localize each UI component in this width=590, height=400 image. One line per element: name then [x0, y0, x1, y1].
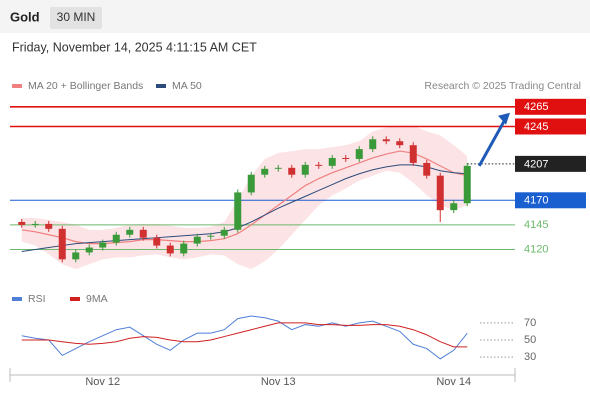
- legend-swatch: [70, 297, 80, 301]
- level-box: [515, 155, 586, 172]
- candle-body: [234, 192, 242, 230]
- level-label: 4170: [524, 195, 548, 207]
- candle-body: [126, 229, 134, 235]
- candle-body: [180, 243, 188, 254]
- y-tick-label: 50: [524, 334, 536, 346]
- level-box: [515, 192, 586, 209]
- rsi-line: [21, 322, 468, 348]
- candle-body: [450, 203, 458, 211]
- candle-body: [382, 139, 390, 142]
- candle-body: [58, 228, 66, 260]
- source: Research © 2025 Trading Central: [424, 80, 581, 92]
- candle-body: [342, 157, 350, 159]
- candle-body: [463, 165, 471, 204]
- legend-label: RSI: [28, 293, 46, 305]
- candle-body: [409, 145, 417, 163]
- x-tick-label: Nov 14: [436, 376, 471, 388]
- target-arrow: [477, 117, 508, 167]
- candle-body: [220, 229, 228, 236]
- level-label: 4245: [524, 121, 548, 133]
- legend-label: 9MA: [86, 293, 108, 305]
- symbol: Gold: [10, 9, 40, 24]
- candle-body: [166, 245, 174, 254]
- legend-swatch: [12, 84, 22, 88]
- candle-body: [153, 237, 161, 246]
- candle-body: [274, 167, 282, 169]
- y-tick-label: 30: [524, 351, 536, 363]
- candle-body: [315, 164, 323, 166]
- candle-body: [261, 168, 269, 175]
- candle-body: [72, 252, 80, 260]
- interval-badge: [50, 7, 102, 29]
- x-tick-label: Nov 13: [261, 376, 296, 388]
- level-label: 4265: [524, 101, 548, 113]
- ma-line: [21, 150, 468, 245]
- candle-body: [369, 139, 377, 150]
- candle-body: [85, 247, 93, 253]
- candle-body: [31, 223, 39, 225]
- candle-body: [396, 141, 404, 146]
- level-label: 4120: [524, 243, 548, 255]
- candle-body: [355, 149, 363, 159]
- candle-body: [45, 223, 53, 229]
- legend-label: MA 20 + Bollinger Bands: [28, 80, 143, 92]
- datetime: Friday, November 14, 2025 4:11:15 AM CET: [12, 40, 257, 54]
- candle-body: [288, 167, 296, 175]
- candle-body: [207, 235, 215, 237]
- level-box: [515, 98, 586, 115]
- candle-body: [247, 174, 255, 193]
- x-tick-label: Nov 12: [85, 376, 120, 388]
- candle-body: [423, 162, 431, 176]
- candle-body: [112, 234, 120, 243]
- y-tick-label: 70: [524, 317, 536, 329]
- level-box: [515, 118, 586, 135]
- candle-body: [99, 242, 107, 248]
- ma-line: [21, 164, 468, 252]
- level-label: 4207: [524, 158, 548, 170]
- target-arrow-head: [498, 112, 510, 125]
- candle-body: [301, 164, 309, 175]
- level-label: 4145: [524, 219, 548, 231]
- legend-swatch: [12, 297, 22, 301]
- candle-body: [436, 175, 444, 211]
- candle-body: [139, 229, 147, 238]
- interval: 30 MIN: [57, 10, 96, 24]
- legend-swatch: [156, 84, 166, 88]
- legend-label: MA 50: [172, 80, 202, 92]
- candle-body: [193, 236, 201, 244]
- candle-body: [18, 221, 26, 225]
- rsi-line: [21, 315, 468, 360]
- candle-body: [328, 157, 336, 166]
